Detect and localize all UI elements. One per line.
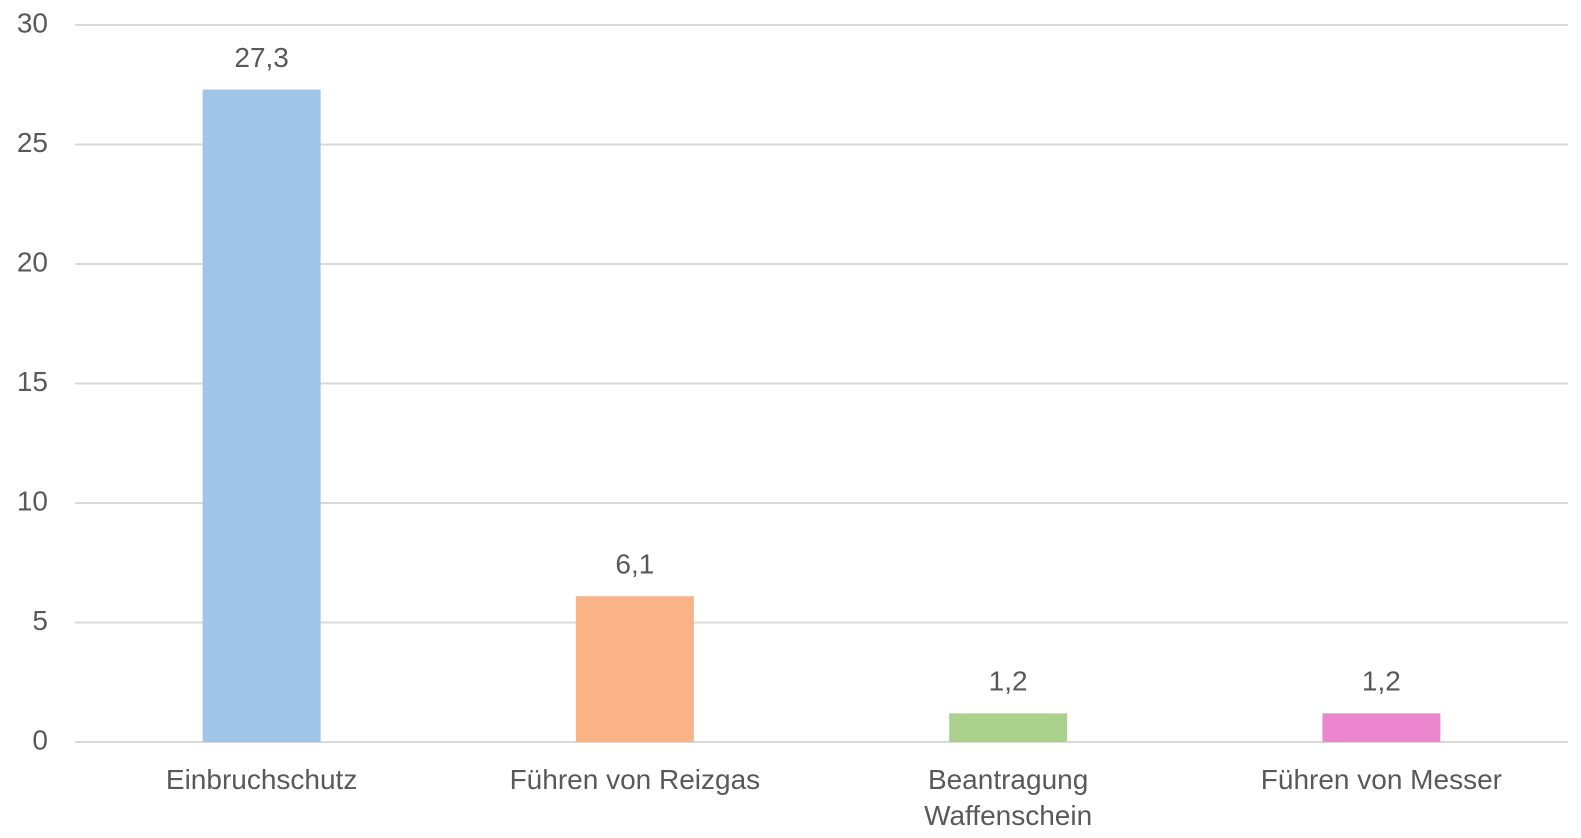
- data-label: 1,2: [1362, 666, 1401, 697]
- y-tick-label: 30: [17, 7, 48, 38]
- y-tick-label: 25: [17, 127, 48, 158]
- x-tick-label: Beantragung Waffenschein: [924, 764, 1093, 831]
- bar: [202, 89, 321, 742]
- y-tick-label: 0: [32, 724, 48, 755]
- x-tick-label: Führen von Reizgas: [509, 764, 761, 795]
- y-tick-label: 5: [32, 605, 48, 636]
- y-tick-label: 15: [17, 366, 48, 397]
- x-tick-label: Einbruchschutz: [165, 764, 358, 795]
- x-tick-label: Führen von Messer: [1260, 764, 1502, 795]
- y-tick-label: 10: [17, 485, 48, 516]
- data-label: 27,3: [234, 42, 289, 73]
- bar: [1322, 713, 1441, 742]
- data-label: 1,2: [989, 666, 1028, 697]
- bar: [575, 596, 694, 742]
- y-tick-label: 20: [17, 246, 48, 277]
- bar: [949, 713, 1068, 742]
- data-label: 6,1: [615, 549, 654, 580]
